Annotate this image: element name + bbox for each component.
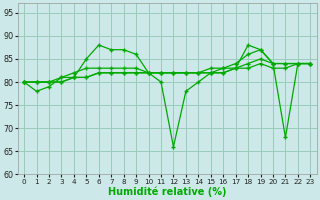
X-axis label: Humidité relative (%): Humidité relative (%) [108,186,227,197]
